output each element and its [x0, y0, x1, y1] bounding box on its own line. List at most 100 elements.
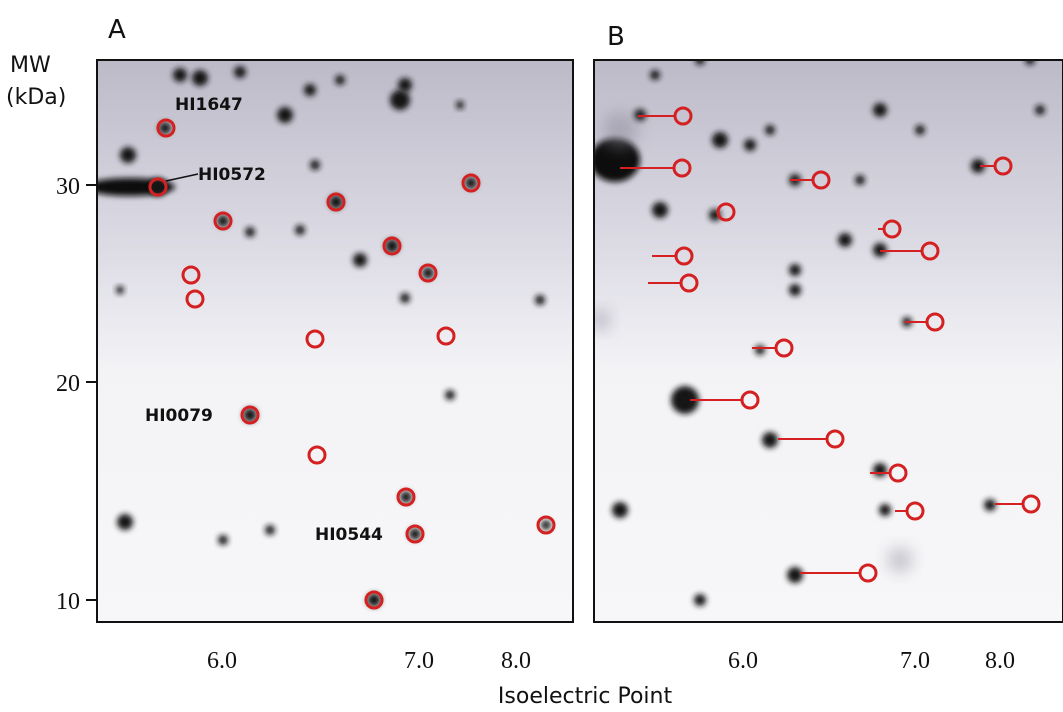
x-tick-label: 7.0 [404, 648, 434, 674]
gel-a [97, 60, 573, 622]
gel-spot [712, 132, 728, 148]
gel-spot [277, 107, 293, 123]
marker-circle [811, 170, 831, 190]
gel-spot [295, 225, 305, 235]
gel-haze [594, 310, 610, 330]
marker-circle [436, 326, 456, 346]
x-tick-label: 8.0 [501, 648, 531, 674]
spot-label: HI1647 [175, 95, 243, 115]
marker-circle [679, 273, 699, 293]
leader-line [165, 173, 199, 182]
gel-spot [879, 504, 891, 516]
gel-a-spots [97, 66, 551, 607]
gel-spot [789, 264, 801, 276]
marker-circle [181, 265, 201, 285]
x-axis-title: Isoelectric Point [498, 684, 673, 708]
marker-circle [405, 524, 425, 544]
gel-spot [445, 390, 455, 400]
marker-circle [364, 590, 384, 610]
gel-spot [400, 491, 412, 503]
gel-spot [117, 514, 133, 530]
gel-spot [335, 75, 345, 85]
marker-circle [888, 463, 908, 483]
gel-haze [888, 548, 912, 572]
gel-spot [838, 233, 852, 247]
marker-circle [418, 263, 438, 283]
marker-circle [905, 501, 925, 521]
marker-circle [825, 429, 845, 449]
gel-spot [304, 84, 316, 96]
gel-spot [695, 60, 705, 65]
gel-spot [652, 202, 668, 218]
marker-circle [213, 211, 233, 231]
y-ticks: 30 20 10 [56, 174, 97, 615]
gel-spot [310, 160, 320, 170]
gel-spot [149, 178, 167, 196]
y-tick-label: 30 [56, 174, 80, 200]
gel-spot [755, 345, 765, 355]
gel-spot [367, 593, 381, 607]
gel-b-spots [594, 60, 1045, 606]
x-tick-label: 6.0 [728, 648, 758, 674]
gel-spot [541, 520, 551, 530]
marker-circle [920, 241, 940, 261]
gel-spot [1025, 60, 1035, 65]
gel-spot [218, 535, 228, 545]
gel-b [594, 60, 1063, 622]
marker-circle [185, 289, 205, 309]
spot-label: HI0079 [145, 406, 213, 426]
gel-spot [855, 175, 865, 185]
marker-circle [882, 219, 902, 239]
marker-circle [326, 192, 346, 212]
x-tick-label: 6.0 [207, 648, 237, 674]
marker-circle [382, 236, 402, 256]
panel-a-frame [96, 59, 574, 623]
gel-spot [173, 68, 187, 82]
gel-spot [762, 432, 778, 448]
gel-spot [329, 195, 343, 209]
gel-haze [602, 112, 638, 148]
gel-spot [915, 125, 925, 135]
marker-circle [925, 312, 945, 332]
gel-spot [1035, 105, 1045, 115]
marker-circle [716, 202, 736, 222]
x-tick-label: 7.0 [900, 648, 930, 674]
gel-spot [217, 215, 229, 227]
gel-spot [765, 125, 775, 135]
gel-spot [159, 122, 171, 134]
gel-spot [789, 284, 801, 296]
panel-b-frame [593, 59, 1063, 623]
marker-circle [396, 487, 416, 507]
gel-spot [120, 147, 136, 163]
spot-markers [148, 106, 1041, 610]
gel-spot [116, 286, 124, 294]
x-ticks: 6.0 7.0 8.0 6.0 7.0 8.0 [207, 648, 1015, 674]
gel-spot [243, 408, 257, 422]
marker-circle [461, 173, 481, 193]
marker-circle [156, 118, 176, 138]
y-tick-label: 10 [56, 589, 80, 615]
marker-circle [674, 246, 694, 266]
y-axis-title: MW [10, 53, 51, 78]
gel-spot [744, 139, 756, 151]
gel-spot [400, 293, 410, 303]
gel-spot [873, 463, 887, 477]
marker-circle [672, 158, 692, 178]
x-tick-label: 8.0 [985, 648, 1015, 674]
marker-circle [307, 445, 327, 465]
gel-spot [353, 253, 367, 267]
spot-label: HI0544 [315, 525, 383, 545]
marker-circle [1021, 494, 1041, 514]
gel-spot [650, 70, 660, 80]
gel-spot [971, 159, 985, 173]
marker-circle [993, 156, 1013, 176]
gel-spot [409, 528, 421, 540]
gel-spot [390, 90, 410, 110]
gel-spot [192, 70, 208, 86]
marker-circle [536, 515, 556, 535]
gel-spot [612, 502, 628, 518]
gel-spot [694, 594, 706, 606]
panel-label: A [108, 15, 126, 45]
marker-circle [858, 563, 878, 583]
